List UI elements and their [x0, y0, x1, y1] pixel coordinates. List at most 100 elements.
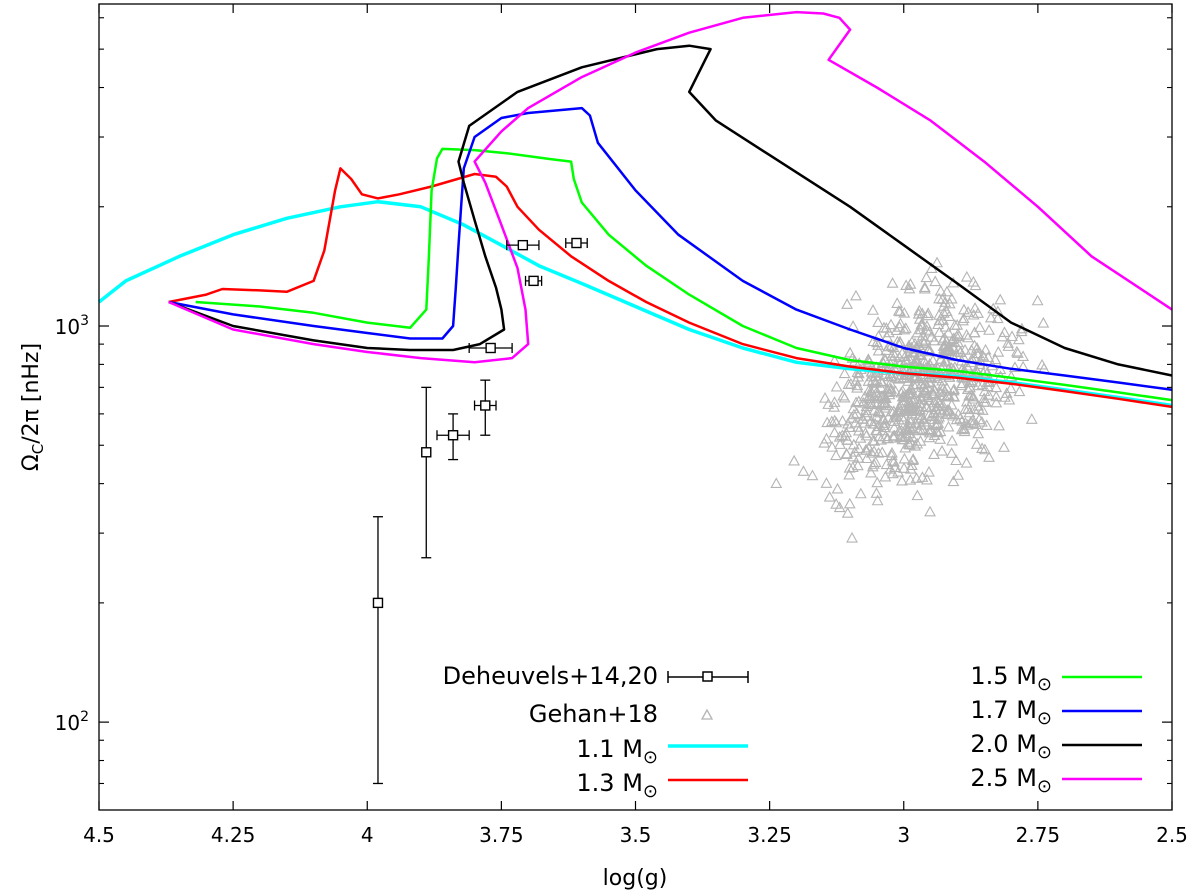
legend-label-2-5: 2.5 M⊙ — [970, 764, 1052, 797]
obs-point — [421, 447, 432, 458]
gehan-point — [933, 326, 946, 337]
gehan-point — [970, 438, 983, 449]
gehan-point — [946, 434, 959, 446]
gehan-point — [923, 431, 936, 443]
series-line-2-5 — [168, 10, 1173, 364]
gehan-point — [850, 407, 863, 418]
gehan-point — [1006, 330, 1018, 342]
gehan-point — [898, 462, 910, 473]
gehan-point — [892, 304, 905, 316]
gehan-point — [891, 297, 904, 308]
legend-label-2-0-text: 2.0 M — [970, 730, 1037, 758]
gehan-point — [900, 279, 913, 290]
gehan-point — [879, 470, 892, 482]
gehan-point — [989, 353, 1002, 365]
gehan-point — [838, 367, 851, 379]
gehan-point — [919, 383, 932, 395]
gehan-point — [909, 355, 922, 367]
gehan-point — [869, 382, 882, 394]
gehan-point — [979, 343, 992, 355]
gehan-point — [878, 397, 890, 409]
gehan-point — [969, 279, 982, 291]
gehan-point — [851, 459, 864, 471]
legend-label-1-7: 1.7 M⊙ — [970, 696, 1052, 729]
obs-point — [480, 400, 491, 411]
gehan-point — [993, 419, 1006, 431]
gehan-point — [879, 392, 892, 403]
gehan-point — [872, 316, 884, 327]
gehan-point — [839, 430, 852, 441]
x-tick-label: 4 — [361, 823, 374, 847]
gehan-point — [954, 345, 967, 357]
gehan-point — [888, 415, 901, 426]
gehan-point — [883, 382, 896, 393]
gehan-point — [929, 275, 942, 287]
gehan-point — [972, 402, 985, 414]
gehan-point — [797, 465, 810, 476]
gehan-point — [862, 441, 875, 453]
gehan-point — [956, 414, 969, 426]
gehan-point — [1003, 393, 1016, 405]
gehan-point — [968, 326, 981, 338]
gehan-point — [978, 443, 991, 455]
gehan-point — [859, 427, 872, 438]
gehan-point — [928, 334, 941, 346]
gehan-point — [990, 396, 1003, 408]
gehan-point — [959, 403, 972, 415]
gehan-point — [904, 416, 917, 427]
gehan-point — [1002, 340, 1015, 351]
gehan-point — [870, 424, 883, 436]
gehan-point — [853, 442, 865, 454]
gehan-point — [865, 370, 878, 382]
gehan-point — [945, 398, 958, 410]
gehan-point — [907, 378, 920, 390]
gehan-point — [879, 368, 892, 379]
gehan-point — [963, 406, 976, 418]
gehan-point — [937, 399, 949, 411]
series-line-2-0 — [168, 44, 1173, 377]
gehan-point — [915, 318, 928, 329]
gehan-point — [880, 458, 893, 470]
gehan-point — [894, 317, 907, 329]
gehan-point — [998, 441, 1010, 452]
gehan-point — [928, 448, 940, 459]
gehan-point — [932, 318, 945, 330]
gehan-point — [918, 337, 931, 348]
gehan-point — [867, 417, 880, 429]
legend-sample-gehan — [700, 708, 714, 720]
gehan-point — [1005, 370, 1018, 382]
axis-ticks: 4.5 4.25 4 3.75 3.5 3.25 3 2.75 2.5 102 103 — [55, 4, 1188, 847]
gehan-point — [893, 401, 906, 413]
gehan-point — [905, 459, 918, 470]
gehan-point — [899, 354, 912, 366]
gehan-point — [939, 296, 952, 307]
gehan-point — [896, 394, 909, 406]
gehan-point — [821, 416, 834, 428]
gehan-point — [885, 449, 898, 461]
gehan-point — [942, 405, 955, 416]
gehan-point — [872, 446, 885, 458]
gehan-point — [943, 345, 956, 356]
legend-label-gehan: Gehan+18 — [529, 700, 658, 728]
gehan-point — [828, 401, 841, 412]
obs-point — [485, 342, 496, 354]
gehan-point — [972, 379, 985, 391]
gehan-point — [983, 324, 995, 335]
gehan-point — [874, 406, 887, 418]
sun-symbol-icon: ⊙ — [1037, 674, 1052, 695]
gehan-point — [914, 413, 926, 425]
gehan-point — [950, 330, 963, 342]
gehan-point — [900, 365, 913, 376]
gehan-point — [890, 324, 903, 336]
x-axis-title: log(g) — [603, 866, 668, 891]
gehan-point — [998, 326, 1011, 337]
gehan-point — [876, 424, 889, 436]
gehan-point — [881, 432, 894, 444]
gehan-point — [958, 425, 971, 437]
gehan-point — [967, 417, 980, 429]
gehan-point — [923, 325, 936, 337]
gehan-point — [844, 377, 857, 389]
gehan-point — [867, 458, 880, 469]
gehan-point — [892, 404, 905, 416]
gehan-point — [916, 471, 929, 482]
